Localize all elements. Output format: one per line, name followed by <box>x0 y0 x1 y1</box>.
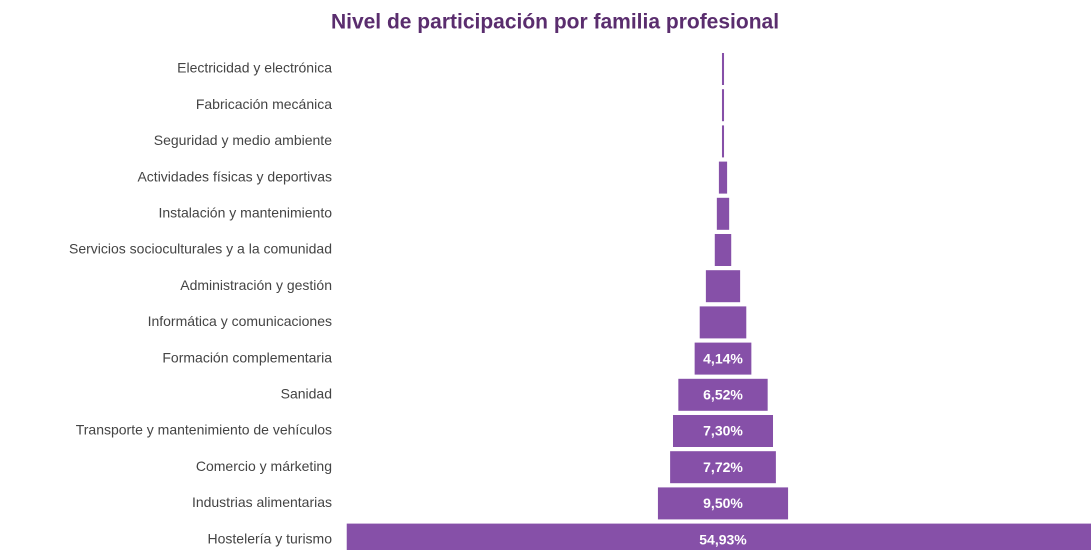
funnel-bar <box>721 125 725 158</box>
category-label: Informática y comunicaciones <box>148 313 332 329</box>
category-label: Fabricación mecánica <box>196 96 332 112</box>
category-label: Hostelería y turismo <box>208 530 333 546</box>
funnel-bar <box>699 306 747 339</box>
value-label: 9,50% <box>703 495 743 511</box>
category-label: Instalación y mantenimiento <box>158 205 332 221</box>
category-label: Electricidad y electrónica <box>177 60 332 76</box>
funnel-bar <box>670 451 776 484</box>
funnel-bar <box>716 197 730 230</box>
funnel-bar <box>678 378 768 411</box>
chart-title: Nivel de participación por familia profe… <box>331 11 779 34</box>
funnel-bar <box>705 270 741 303</box>
category-label: Seguridad y medio ambiente <box>154 132 332 148</box>
category-label: Comercio y márketing <box>196 458 332 474</box>
funnel-bar <box>657 487 789 520</box>
category-label: Servicios socioculturales y a la comunid… <box>69 241 332 257</box>
funnel-bar <box>721 89 725 122</box>
value-label: 6,52% <box>703 387 743 403</box>
category-label: Administración y gestión <box>180 277 332 293</box>
category-label: Formación complementaria <box>162 349 332 365</box>
funnel-bar <box>346 523 1091 550</box>
funnel-bar <box>694 342 752 375</box>
funnel-bar <box>672 415 774 447</box>
category-label: Industrias alimentarias <box>192 494 332 510</box>
funnel-bar <box>718 161 728 194</box>
category-label: Sanidad <box>281 386 332 402</box>
value-label: 54,93% <box>699 531 747 547</box>
funnel-bar <box>721 53 725 85</box>
category-label: Transporte y mantenimiento de vehículos <box>76 422 332 438</box>
value-label: 7,30% <box>703 423 743 439</box>
category-label: Actividades físicas y deportivas <box>137 168 332 184</box>
funnel-bar <box>714 234 732 266</box>
value-label: 7,72% <box>703 459 743 475</box>
value-label: 4,14% <box>703 350 743 366</box>
